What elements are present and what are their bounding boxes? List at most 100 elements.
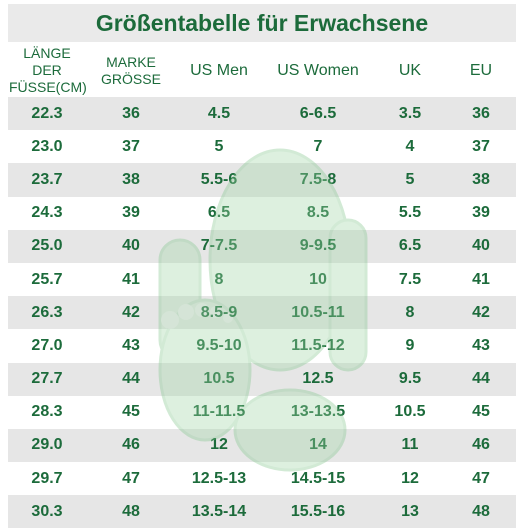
us-men-cell: 8: [214, 270, 224, 288]
us-men-cell: 5: [214, 137, 224, 155]
eu-cell: 37: [472, 137, 490, 155]
foot-length-cell: 22.3: [8, 97, 86, 131]
us-women-cell: 13-13.5: [290, 403, 346, 421]
table-row: 30.3 48 13.5-14 15.5-16 13 48: [8, 495, 516, 528]
eu-cell: 38: [446, 163, 516, 197]
foot-length-cell: 26.3: [8, 296, 86, 330]
foot-length-cell: 25.0: [8, 229, 86, 263]
title-bar: Größentabelle für Erwachsene: [8, 4, 516, 42]
table-row: 27.7 44 10.5 12.5 9.5 44: [8, 362, 516, 396]
us-men-cell: 9.5-10: [196, 336, 242, 354]
us-women-cell: 7.5-8: [262, 163, 374, 197]
table-row: 23.7 38 5.5-6 7.5-8 5 38: [8, 163, 516, 197]
size-table: LÄNGE DER FÜSSE(CM) MARKE GRÖSSE US Men US…: [8, 44, 516, 528]
uk-cell: 7.5: [398, 270, 422, 288]
us-women-cell: 6-6.5: [262, 97, 374, 131]
brand-size-cell: 36: [86, 97, 176, 131]
us-women-cell: 14: [262, 428, 374, 463]
table-row: 26.3 42 8.5-9 10.5-11 8 42: [8, 296, 516, 330]
uk-cell: 11: [374, 428, 446, 463]
brand-size-cell: 46: [86, 428, 176, 463]
us-women-cell: 8.5: [306, 204, 330, 222]
brand-size-cell: 48: [86, 495, 176, 528]
brand-size-cell: 41: [122, 270, 140, 288]
brand-size-cell: 38: [86, 163, 176, 197]
us-women-cell: 12.5: [262, 362, 374, 396]
uk-cell: 13: [374, 495, 446, 528]
us-men-cell: 13.5-14: [176, 495, 262, 528]
uk-cell: 3.5: [374, 97, 446, 131]
us-women-cell: 15.5-16: [262, 495, 374, 528]
eu-cell: 47: [472, 469, 490, 487]
foot-length-cell: 29.7: [31, 469, 63, 487]
eu-cell: 43: [472, 336, 490, 354]
brand-size-cell: 44: [86, 362, 176, 396]
us-women-cell: 7: [313, 137, 323, 155]
uk-cell: 5.5: [398, 204, 422, 222]
eu-cell: 40: [446, 229, 516, 263]
eu-cell: 45: [472, 403, 490, 421]
header-us-women: US Women: [277, 61, 359, 79]
uk-cell: 4: [405, 137, 415, 155]
brand-size-cell: 42: [86, 296, 176, 330]
us-men-cell: 4.5: [176, 97, 262, 131]
header-brand-size: MARKE GRÖSSE: [101, 53, 161, 87]
uk-cell: 12: [401, 469, 419, 487]
us-men-cell: 12.5-13: [191, 469, 247, 487]
brand-size-cell: 47: [122, 469, 140, 487]
table-row: 23.0 37 5 7 4 37: [8, 130, 516, 163]
brand-size-cell: 39: [122, 204, 140, 222]
brand-size-cell: 40: [86, 229, 176, 263]
header-foot-length: LÄNGE DER FÜSSE(CM): [9, 45, 87, 95]
foot-length-cell: 25.7: [31, 270, 63, 288]
foot-length-cell: 27.0: [31, 336, 63, 354]
uk-cell: 9: [405, 336, 415, 354]
foot-length-cell: 27.7: [8, 362, 86, 396]
foot-length-cell: 23.7: [8, 163, 86, 197]
us-men-cell: 11-11.5: [192, 403, 246, 421]
header-row: LÄNGE DER FÜSSE(CM) MARKE GRÖSSE US Men US…: [8, 44, 516, 97]
us-men-cell: 8.5-9: [176, 296, 262, 330]
eu-cell: 44: [446, 362, 516, 396]
table-row: 29.7 47 12.5-13 14.5-15 12 47: [8, 462, 516, 495]
us-women-cell: 10: [309, 270, 327, 288]
foot-length-cell: 24.3: [31, 204, 63, 222]
page-title: Größentabelle für Erwachsene: [95, 9, 429, 36]
brand-size-cell: 45: [122, 403, 140, 421]
header-eu: EU: [469, 61, 493, 79]
table-row: 28.3 45 11-11.5 13-13.5 10.5 45: [8, 396, 516, 429]
table-row: 22.3 36 4.5 6-6.5 3.5 36: [8, 97, 516, 131]
foot-length-cell: 29.0: [8, 428, 86, 463]
table-row: 24.3 39 6.5 8.5 5.5 39: [8, 197, 516, 230]
header-us-men: US Men: [190, 61, 248, 79]
us-women-cell: 10.5-11: [262, 296, 374, 330]
us-men-cell: 10.5: [176, 362, 262, 396]
eu-cell: 42: [446, 296, 516, 330]
uk-cell: 6.5: [374, 229, 446, 263]
brand-size-cell: 37: [122, 137, 140, 155]
us-women-cell: 11.5-12: [291, 336, 345, 354]
us-women-cell: 9-9.5: [262, 229, 374, 263]
eu-cell: 36: [446, 97, 516, 131]
table-row: 25.7 41 8 10 7.5 41: [8, 263, 516, 296]
us-women-cell: 14.5-15: [290, 469, 346, 487]
foot-length-cell: 30.3: [8, 495, 86, 528]
table-row: 25.0 40 7-7.5 9-9.5 6.5 40: [8, 229, 516, 263]
uk-cell: 5: [374, 163, 446, 197]
foot-length-cell: 28.3: [31, 403, 63, 421]
table-row: 29.0 46 12 14 11 46: [8, 428, 516, 463]
table-body: 22.3 36 4.5 6-6.5 3.5 36 23.0 37 5 7 4 37 23.7 38 5.5-…: [8, 97, 516, 528]
table-row: 27.0 43 9.5-10 11.5-12 9 43: [8, 329, 516, 362]
header-uk: UK: [398, 61, 422, 79]
us-men-cell: 6.5: [207, 204, 231, 222]
us-men-cell: 7-7.5: [176, 229, 262, 263]
brand-size-cell: 43: [122, 336, 140, 354]
us-men-cell: 12: [176, 428, 262, 463]
uk-cell: 8: [374, 296, 446, 330]
eu-cell: 48: [446, 495, 516, 528]
foot-length-cell: 23.0: [31, 137, 63, 155]
uk-cell: 9.5: [374, 362, 446, 396]
eu-cell: 46: [446, 428, 516, 463]
us-men-cell: 5.5-6: [176, 163, 262, 197]
